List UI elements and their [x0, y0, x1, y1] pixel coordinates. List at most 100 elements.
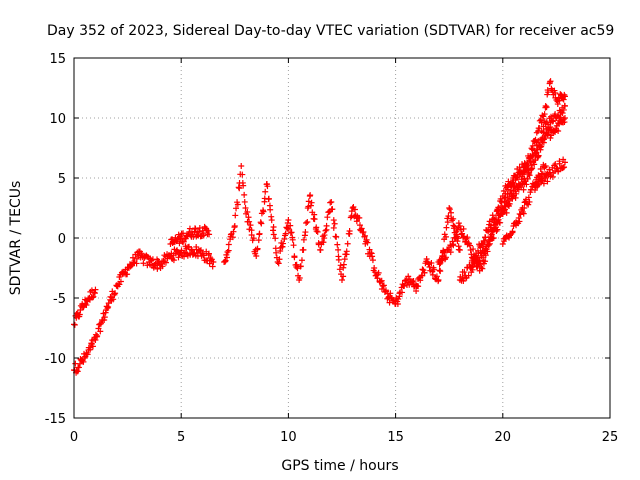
data-point-track-d [258, 220, 265, 227]
data-point-track-e [454, 233, 461, 240]
data-point-track-g [490, 234, 497, 241]
data-point-track-d [224, 249, 231, 256]
data-point-track-f [509, 180, 516, 187]
data-point-track-d [371, 269, 378, 276]
data-point-track-c [205, 227, 212, 234]
data-point-track-d [375, 269, 382, 276]
data-point-track-d [244, 208, 251, 215]
data-point-track-d [246, 218, 253, 225]
data-point-track-d [230, 228, 237, 235]
data-point-track-d [300, 246, 307, 253]
data-point-track-b [209, 263, 216, 270]
data-point-track-h [541, 164, 548, 171]
data-point-track-d [344, 240, 351, 247]
data-point-track-d [275, 260, 282, 267]
y-tick-label: 0 [58, 232, 66, 247]
data-point-track-b [154, 265, 161, 272]
data-point-track-g [537, 146, 544, 153]
data-point-track-d [311, 216, 318, 223]
data-point-track-g [541, 135, 548, 142]
data-point-track-e [467, 242, 474, 249]
data-point-track-d [340, 273, 347, 280]
data-point-track-a [83, 302, 90, 309]
data-point-track-d [223, 251, 230, 258]
data-point-track-d [423, 256, 430, 263]
data-point-track-d [288, 229, 295, 236]
data-point-track-d [225, 241, 232, 248]
data-point-track-d [324, 214, 331, 221]
y-tick-label: -15 [45, 412, 66, 427]
data-point-track-f [550, 117, 557, 124]
data-point-track-c [180, 238, 187, 245]
data-point-track-f [559, 110, 566, 117]
data-point-track-d [235, 184, 242, 191]
data-point-track-d [304, 219, 311, 226]
data-point-track-b [84, 351, 91, 358]
data-point-track-d [433, 273, 440, 280]
data-point-track-b [88, 340, 95, 347]
data-point-track-g [555, 127, 562, 134]
data-point-track-i [556, 160, 563, 167]
data-point-track-i [560, 156, 567, 163]
data-point-track-d [250, 235, 257, 242]
data-point-track-d [446, 205, 453, 211]
data-point-track-d [313, 228, 320, 235]
data-point-track-d [308, 199, 315, 206]
data-point-track-i [541, 174, 548, 181]
data-point-track-d [358, 225, 365, 232]
data-point-track-d [232, 212, 239, 219]
data-point-track-d [348, 208, 355, 215]
data-point-track-c [186, 225, 193, 232]
data-point-track-c [184, 232, 191, 239]
data-point-track-b [205, 250, 212, 257]
data-point-track-b [162, 259, 169, 266]
data-point-track-e [441, 249, 448, 256]
axis-ticks [73, 57, 611, 419]
data-point-track-b [170, 257, 177, 264]
data-point-track-d [421, 269, 428, 276]
data-point-track-d [346, 228, 353, 235]
data-point-track-g [520, 186, 527, 193]
data-point-track-d [276, 256, 283, 263]
data-point-track-d [364, 239, 371, 246]
data-point-track-c [180, 230, 187, 237]
data-point-track-d [317, 246, 324, 253]
data-point-track-d [296, 275, 303, 282]
data-point-track-d [241, 191, 248, 198]
data-point-track-d [446, 206, 453, 213]
data-point-track-d [270, 231, 277, 238]
data-point-track-d [287, 229, 294, 236]
data-point-track-d [362, 232, 369, 239]
data-point-track-a [91, 289, 98, 296]
y-tick-label: -5 [53, 292, 66, 307]
x-tick-label: 25 [602, 430, 619, 445]
data-point-track-d [305, 198, 312, 205]
data-point-track-d [394, 301, 401, 308]
data-point-track-d [268, 217, 275, 224]
data-point-track-d [401, 282, 408, 289]
data-point-track-d [443, 224, 450, 231]
data-point-track-d [320, 239, 327, 246]
data-point-track-g [523, 181, 530, 188]
data-point-track-d [290, 242, 297, 249]
data-point-track-e [498, 199, 505, 206]
data-point-track-f [488, 222, 495, 229]
data-point-track-e [479, 265, 486, 272]
data-point-track-d [387, 290, 394, 297]
data-point-track-e [560, 96, 567, 103]
data-point-track-d [386, 299, 393, 306]
data-point-track-d [272, 235, 279, 242]
data-point-track-b [104, 305, 111, 312]
data-point-track-d [267, 206, 274, 213]
data-point-track-e [482, 258, 489, 265]
data-point-track-d [298, 257, 305, 264]
data-point-track-b [152, 262, 159, 269]
data-point-track-d [378, 277, 385, 284]
data-point-track-i [546, 166, 553, 173]
data-point-track-b [208, 256, 215, 263]
data-point-track-d [281, 236, 288, 243]
data-point-track-i [540, 180, 547, 187]
data-point-track-e [532, 136, 539, 143]
data-point-track-e [470, 246, 477, 253]
data-point-track-d [260, 208, 267, 215]
